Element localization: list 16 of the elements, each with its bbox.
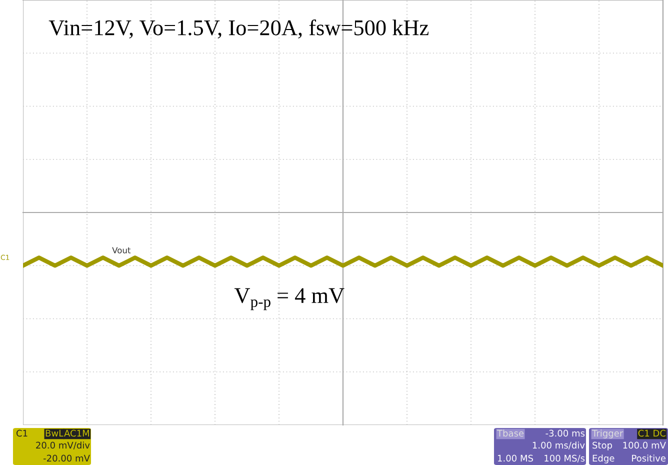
text: C1 DC — [638, 430, 666, 437]
text: AC1M — [64, 430, 89, 437]
text: BwL — [46, 430, 64, 436]
text: 20.0 mV/div — [36, 442, 90, 450]
text: Edge — [592, 454, 614, 464]
text: Tbase — [496, 430, 524, 437]
text: 1.00 ms/div — [532, 442, 585, 450]
text: -20.00 mV — [44, 454, 90, 462]
text: Positive — [632, 454, 666, 462]
text: 100.0 mV — [623, 442, 666, 449]
text: Stop — [592, 442, 612, 450]
text: C1 — [16, 430, 28, 437]
text: 1.00 MS — [498, 454, 533, 462]
text: -3.00 ms — [546, 430, 585, 437]
text: Trigger — [592, 430, 624, 438]
text: 100 MS/s — [544, 454, 585, 462]
